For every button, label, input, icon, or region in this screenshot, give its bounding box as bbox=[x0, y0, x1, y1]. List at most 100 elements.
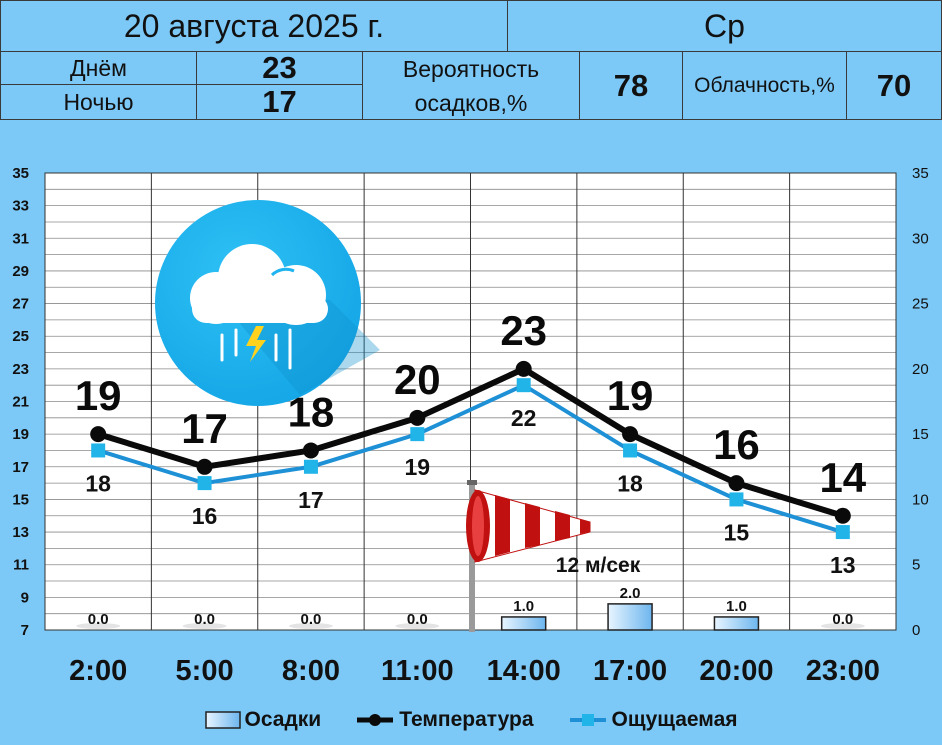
x-axis: 2:00 5:00 8:00 11:00 14:00 17:00 20:00 23:00 bbox=[69, 655, 880, 687]
legend-feels-swatch bbox=[569, 714, 606, 726]
legend-item-feels-like: Ощущаемая bbox=[568, 708, 738, 732]
legend-label-precip: Осадки bbox=[244, 708, 322, 731]
feels-like-marker bbox=[303, 459, 318, 474]
left-tick-label: 13 bbox=[12, 524, 29, 541]
precip-value: 78 bbox=[613, 67, 649, 103]
precip-label: 0.0 bbox=[832, 611, 853, 628]
left-tick-label: 27 bbox=[12, 296, 29, 313]
precip-label-cell: Вероятность осадков,% bbox=[362, 51, 580, 120]
x-tick-label: 8:00 bbox=[282, 655, 340, 687]
temperature-marker bbox=[90, 426, 107, 443]
feels-like-label: 16 bbox=[192, 503, 218, 529]
precip-bar-empty bbox=[395, 623, 440, 629]
temperature-label: 19 bbox=[607, 372, 654, 419]
date-cell: 20 августа 2025 г. bbox=[0, 0, 508, 52]
legend-temp-swatch bbox=[357, 714, 394, 726]
cloud-value: 70 bbox=[876, 67, 912, 103]
x-tick-label: 17:00 bbox=[593, 655, 667, 687]
x-tick-label: 2:00 bbox=[69, 655, 127, 687]
temperature-marker bbox=[302, 442, 319, 459]
precip-bar bbox=[607, 603, 653, 631]
temperature-label: 17 bbox=[181, 405, 228, 452]
feels-like-label: 18 bbox=[85, 470, 111, 496]
precip-bar-empty bbox=[76, 623, 121, 629]
x-tick-label: 23:00 bbox=[806, 655, 880, 687]
weekday-text: Ср bbox=[704, 7, 745, 44]
temperature-marker bbox=[409, 409, 426, 426]
cloud-label-cell: Облачность,% bbox=[682, 51, 847, 120]
x-tick-label: 14:00 bbox=[487, 655, 561, 687]
temperature-marker bbox=[728, 475, 745, 492]
left-tick-label: 11 bbox=[13, 557, 29, 574]
legend-item-precip: Осадки bbox=[204, 708, 322, 732]
left-tick-label: 29 bbox=[12, 263, 29, 280]
precip-value-cell: 78 bbox=[579, 51, 683, 120]
feels-like-label: 15 bbox=[724, 519, 750, 545]
day-label-cell: Днём bbox=[0, 51, 197, 85]
precip-label: 0.0 bbox=[88, 611, 109, 628]
feels-like-marker bbox=[91, 443, 106, 458]
feels-like-marker bbox=[197, 476, 212, 491]
precip-bar-empty bbox=[182, 623, 227, 629]
precip-label: 2.0 bbox=[620, 585, 641, 602]
left-tick-label: 21 bbox=[12, 394, 29, 411]
day-value: 23 bbox=[262, 50, 297, 85]
legend: Осадки Температура Ощущаемая bbox=[0, 700, 942, 740]
feels-like-label: 18 bbox=[617, 470, 643, 496]
right-tick-label: 5 bbox=[912, 557, 920, 574]
header-table: 20 августа 2025 г. Ср Днём 23 Ночью 17 В… bbox=[0, 0, 942, 120]
legend-bar-swatch bbox=[204, 711, 241, 729]
precip-bar-empty bbox=[288, 623, 333, 629]
temperature-label: 18 bbox=[288, 388, 335, 435]
left-tick-label: 15 bbox=[12, 491, 29, 508]
precip-label-line2: осадков,% bbox=[414, 89, 528, 116]
feels-like-marker bbox=[835, 525, 850, 540]
x-tick-label: 5:00 bbox=[176, 655, 234, 687]
precip-label-line1: Вероятность bbox=[402, 55, 540, 82]
night-label: Ночью bbox=[63, 88, 134, 115]
left-tick-label: 25 bbox=[12, 328, 29, 345]
legend-label-temperature: Температура bbox=[399, 708, 534, 731]
feels-like-label: 19 bbox=[405, 454, 431, 480]
night-label-cell: Ночью bbox=[0, 84, 197, 120]
thunderstorm-cloud-icon bbox=[155, 200, 380, 406]
right-tick-label: 15 bbox=[912, 426, 929, 443]
temperature-label: 16 bbox=[713, 421, 760, 468]
temperature-line bbox=[97, 365, 844, 519]
right-tick-label: 10 bbox=[912, 491, 929, 508]
left-tick-label: 35 bbox=[12, 165, 29, 182]
right-tick-label: 25 bbox=[912, 296, 929, 313]
wind-speed-label: 12 м/сек bbox=[556, 554, 641, 577]
feels-like-marker bbox=[516, 378, 531, 393]
precip-bar-empty bbox=[820, 623, 865, 629]
forecast-chart: 7 9 11 13 15 17 19 21 23 25 27 29 31 33 35 0 5 10 15 20 25 3… bbox=[12, 165, 929, 687]
day-value-cell: 23 bbox=[196, 50, 363, 85]
right-axis: 0 5 10 15 20 25 30 35 bbox=[912, 165, 929, 639]
right-tick-label: 20 bbox=[912, 361, 929, 378]
left-tick-label: 17 bbox=[12, 459, 29, 476]
feels-like-marker bbox=[623, 443, 638, 458]
precip-label: 0.0 bbox=[194, 611, 215, 628]
x-tick-label: 11:00 bbox=[381, 655, 454, 687]
legend-item-temperature: Температура bbox=[355, 708, 534, 732]
x-tick-label: 20:00 bbox=[699, 655, 773, 687]
cloud-label: Облачность,% bbox=[694, 73, 835, 97]
temperature-marker bbox=[515, 360, 532, 377]
precip-label: 1.0 bbox=[513, 598, 534, 615]
temperature-marker bbox=[622, 426, 639, 443]
right-tick-label: 30 bbox=[912, 230, 929, 247]
day-label: Днём bbox=[70, 54, 127, 81]
left-tick-label: 7 bbox=[21, 622, 29, 639]
feels-like-label: 13 bbox=[830, 552, 856, 578]
feels-like-line bbox=[97, 383, 844, 534]
left-tick-label: 23 bbox=[12, 361, 29, 378]
temperature-label: 23 bbox=[500, 307, 547, 354]
night-value: 17 bbox=[262, 84, 297, 119]
windsock-icon bbox=[466, 480, 591, 632]
night-value-cell: 17 bbox=[196, 84, 363, 120]
temperature-marker bbox=[196, 458, 213, 475]
date-text: 20 августа 2025 г. bbox=[123, 7, 385, 44]
left-axis: 7 9 11 13 15 17 19 21 23 25 27 29 31 33 35 bbox=[12, 165, 29, 639]
precip-bars: 0.0 0.0 0.0 0.0 1.0 2.0 1.0 0.0 bbox=[76, 585, 865, 631]
cloud-value-cell: 70 bbox=[846, 51, 942, 120]
